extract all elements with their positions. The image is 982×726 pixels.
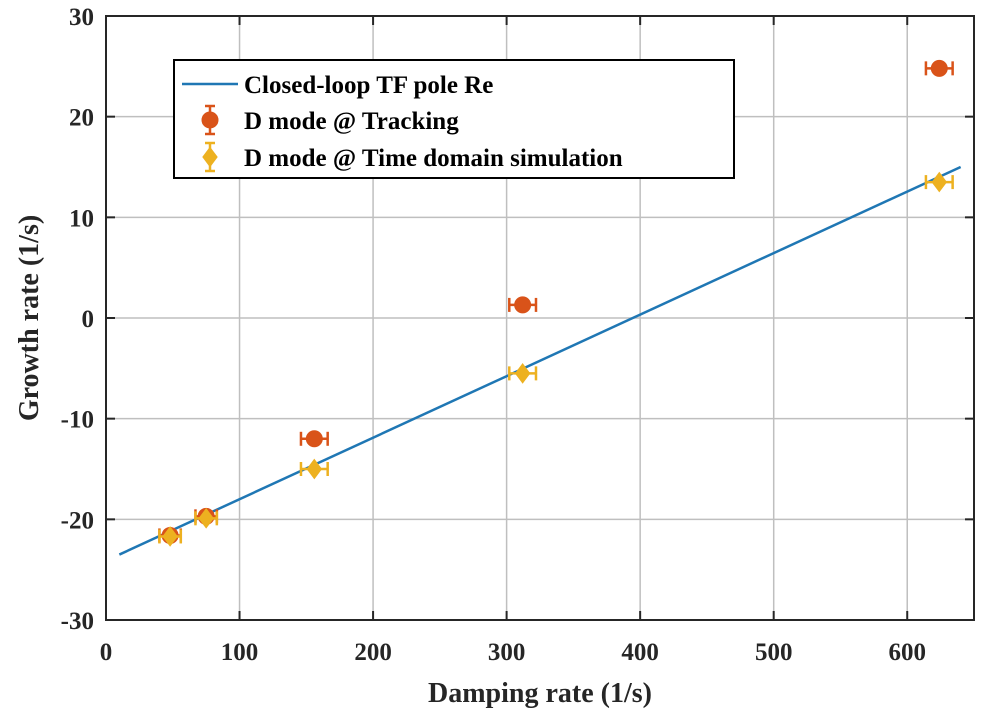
x-tick-label: 100: [221, 639, 259, 666]
tracking-marker: [930, 59, 948, 77]
x-tick-label: 0: [100, 639, 113, 666]
simulation-marker: [931, 171, 948, 193]
series-line-closed-loop: [118, 165, 962, 556]
tracking-point: [299, 430, 329, 448]
y-tick-label: 0: [82, 306, 95, 333]
simulation-marker: [306, 458, 323, 480]
x-axis-label: Damping rate (1/s): [428, 678, 652, 709]
simulation-point: [299, 458, 329, 480]
legend-label-simulation: D mode @ Time domain simulation: [244, 145, 623, 172]
tracking-marker: [305, 430, 323, 448]
legend-marker-circle: [201, 111, 219, 129]
x-tick-label: 500: [755, 639, 793, 666]
y-tick-label: 30: [69, 4, 94, 31]
legend-box: [173, 59, 735, 179]
simulation-marker: [198, 507, 214, 529]
x-tick-label: 600: [888, 639, 926, 666]
legend: Closed-loop TF pole Re D mode @ Tracking…: [173, 59, 735, 179]
tracking-marker: [514, 296, 532, 314]
simulation-point: [158, 526, 183, 547]
x-tick-label: 300: [488, 639, 526, 666]
tracking-point: [924, 59, 954, 77]
axis-ticks: 0 100 200 300 400 500 600 -30 -20 -10 0 10 20 30: [61, 4, 974, 666]
y-tick-label: -30: [61, 608, 94, 635]
y-tick-label: -10: [61, 407, 94, 434]
legend-swatch-simulation: [202, 141, 218, 173]
simulation-point: [194, 507, 219, 529]
y-tick-label: -20: [61, 507, 94, 534]
y-tick-label: 10: [69, 205, 94, 232]
tracking-point: [508, 296, 538, 314]
y-tick-label: 20: [69, 105, 94, 132]
simulation-point: [508, 363, 538, 384]
y-axis-label: Growth rate (1/s): [14, 215, 45, 421]
legend-marker-diamond: [202, 146, 218, 168]
legend-item-line: Closed-loop TF pole Re: [182, 72, 493, 99]
x-tick-label: 200: [354, 639, 392, 666]
x-tick-label: 400: [621, 639, 659, 666]
legend-item-simulation: D mode @ Time domain simulation: [202, 141, 623, 173]
simulation-marker: [162, 526, 178, 547]
legend-swatch-tracking: [201, 104, 219, 136]
simulation-marker: [514, 363, 531, 384]
plot-data: [118, 59, 962, 556]
legend-label-tracking: D mode @ Tracking: [244, 108, 459, 135]
simulation-point: [924, 171, 954, 193]
legend-label-line: Closed-loop TF pole Re: [244, 72, 493, 99]
legend-item-tracking: D mode @ Tracking: [201, 104, 459, 136]
